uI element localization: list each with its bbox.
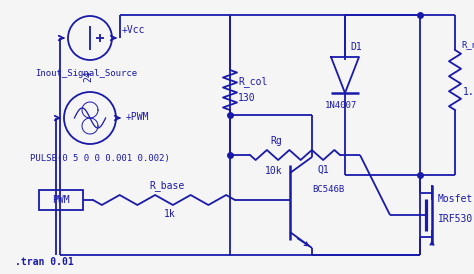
Text: +Vcc: +Vcc — [122, 25, 146, 35]
Text: 1N4007: 1N4007 — [325, 101, 357, 110]
Text: 1.5: 1.5 — [463, 87, 474, 97]
Text: 1k: 1k — [164, 209, 176, 219]
Text: Inout_Signal_Source: Inout_Signal_Source — [35, 70, 137, 78]
Text: +PWM: +PWM — [126, 112, 149, 122]
Text: Mosfet: Mosfet — [438, 194, 473, 204]
Text: PULSE(0 5 0 0 0.001 0.002): PULSE(0 5 0 0 0.001 0.002) — [30, 153, 170, 162]
Text: .tran 0.01: .tran 0.01 — [15, 257, 74, 267]
Text: D1: D1 — [350, 42, 362, 52]
FancyBboxPatch shape — [39, 190, 83, 210]
Text: BC546B: BC546B — [312, 185, 344, 195]
Text: Q1: Q1 — [318, 165, 330, 175]
Text: R_nichrome: R_nichrome — [461, 41, 474, 50]
Text: R_base: R_base — [149, 181, 184, 192]
Text: Rg: Rg — [270, 136, 282, 146]
Text: PWM: PWM — [52, 195, 70, 205]
Text: 10k: 10k — [265, 166, 283, 176]
Text: 130: 130 — [238, 93, 255, 103]
Text: IRF530: IRF530 — [438, 214, 473, 224]
Text: R_col: R_col — [238, 76, 267, 87]
Text: 24: 24 — [83, 70, 93, 82]
